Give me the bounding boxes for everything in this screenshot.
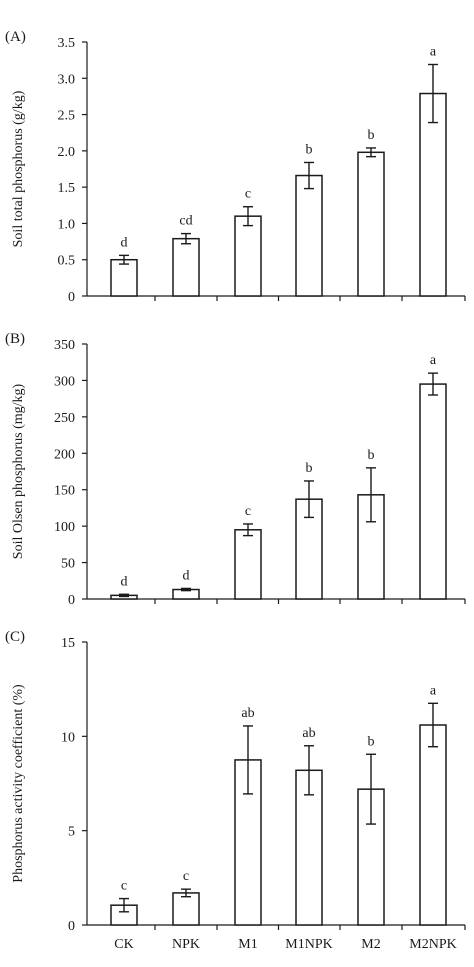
panel-c-significance-label: ab — [241, 706, 254, 721]
panel-a-y-tick-label: 3.5 — [58, 36, 76, 51]
panel-a-y-tick-label: 1.5 — [58, 181, 76, 196]
panel-a-y-tick-label: 0 — [68, 290, 75, 305]
panel-a-y-tick-label: 3.0 — [58, 72, 76, 87]
panel-c-bar-npk — [172, 892, 200, 926]
panel-a-y-tick-label: 1.0 — [58, 217, 76, 232]
panel-a-bar-npk — [172, 237, 200, 297]
panel-b-y-tick-label: 350 — [54, 338, 75, 353]
panel-a-y-axis-label: Soil total phosphorus (g/kg) — [11, 90, 26, 247]
panel-b-y-tick-label: 300 — [54, 374, 75, 389]
panel-a-bar-m1 — [234, 215, 262, 297]
panel-a-significance-label: b — [306, 142, 313, 157]
panel-c-significance-label: c — [183, 869, 189, 884]
panel-a-significance-label: b — [368, 128, 375, 143]
panel-b-y-tick-label: 50 — [61, 557, 75, 572]
x-category-label: M2 — [361, 937, 380, 952]
panel-b-y-tick-label: 200 — [54, 447, 75, 462]
panel-c-bar-m2npk — [419, 724, 447, 926]
panel-c-significance-label: c — [121, 879, 127, 894]
panel-a-label: (A) — [5, 29, 26, 45]
panel-c-y-tick-label: 10 — [61, 730, 75, 745]
panel-b-y-tick-label: 250 — [54, 411, 75, 426]
x-category-label: M1NPK — [285, 937, 332, 952]
panel-a-y-tick-label: 2.5 — [58, 109, 76, 124]
panel-b-significance-label: b — [306, 461, 313, 476]
panel-c-y-tick-label: 5 — [68, 825, 75, 840]
panel-b-significance-label: a — [430, 353, 437, 368]
panel-a-bar-ck — [110, 258, 138, 297]
panel-c-y-axis-label: Phosphorus activity coefficient (%) — [11, 684, 26, 883]
panel-b-y-tick-label: 0 — [68, 593, 75, 608]
panel-a-bar-m2npk — [419, 92, 447, 297]
panel-b-bar-m2npk — [419, 383, 447, 600]
panel-b-label: (B) — [5, 331, 25, 347]
panel-b-y-tick-label: 150 — [54, 484, 75, 499]
panel-b-significance-label: d — [183, 568, 190, 583]
panel-a-significance-label: d — [121, 235, 128, 250]
panel-a-significance-label: a — [430, 44, 437, 59]
panel-c-significance-label: b — [368, 734, 375, 749]
panel-a-bar-m2 — [357, 151, 385, 297]
x-category-label: CK — [114, 937, 133, 952]
panel-c-y-tick-label: 0 — [68, 919, 75, 934]
panel-b-significance-label: b — [368, 448, 375, 463]
panel-c-y-tick-label: 15 — [61, 636, 75, 651]
panel-a-bar-m1npk — [295, 174, 323, 297]
panel-a-y-tick-label: 2.0 — [58, 145, 76, 160]
panel-b-significance-label: c — [245, 504, 251, 519]
panel-b-significance-label: d — [121, 574, 128, 589]
panel-b-y-tick-label: 100 — [54, 520, 75, 535]
panel-c-significance-label: a — [430, 683, 437, 698]
panel-b-y-axis-label: Soil Olsen phosphorus (mg/kg) — [11, 383, 26, 559]
panel-c-label: (C) — [5, 629, 25, 645]
panel-b-bar-m1 — [234, 529, 262, 600]
x-category-label: NPK — [172, 937, 200, 952]
x-category-label: M2NPK — [409, 937, 456, 952]
panel-c-significance-label: ab — [302, 726, 315, 741]
panel-a-significance-label: c — [245, 187, 251, 202]
panel-a-y-tick-label: 0.5 — [58, 254, 76, 269]
x-category-label: M1 — [238, 937, 257, 952]
panel-a-significance-label: cd — [179, 214, 192, 229]
